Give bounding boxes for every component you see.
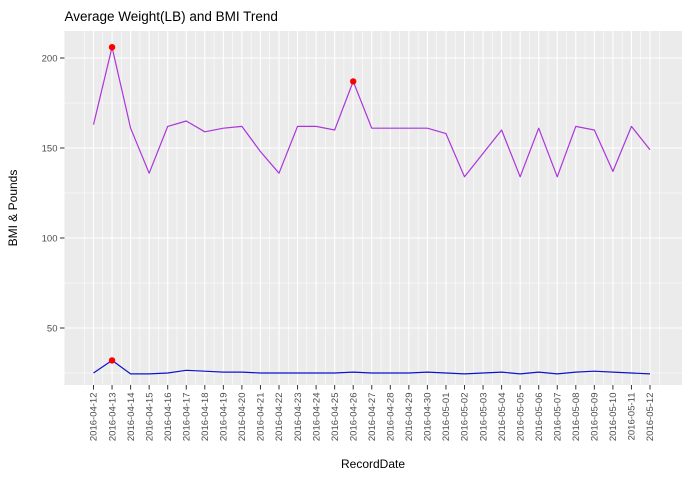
- highlight-point: [108, 357, 116, 364]
- x-tick-label: 2016-05-04: [497, 393, 508, 442]
- plot-panel: [64, 31, 682, 385]
- highlight-point: [108, 44, 116, 51]
- x-tick-label: 2016-04-25: [330, 393, 341, 442]
- x-tick-label: 2016-04-27: [367, 393, 378, 442]
- x-tick-label: 2016-05-06: [534, 393, 545, 442]
- data-series-layer: [92, 44, 651, 375]
- y-tick-label: 100: [42, 233, 58, 244]
- x-tick-label: 2016-05-03: [478, 393, 489, 442]
- y-tick-label: 150: [42, 143, 58, 154]
- x-tick-label: 2016-04-21: [256, 393, 267, 442]
- x-tick-label: 2016-04-16: [163, 393, 174, 442]
- x-tick-label: 2016-04-26: [348, 393, 359, 442]
- chart-title: Average Weight(LB) and BMI Trend: [65, 9, 278, 24]
- x-tick-label: 2016-05-09: [590, 393, 601, 442]
- x-tick-label: 2016-04-12: [89, 393, 100, 442]
- panel-background: [64, 31, 682, 385]
- series-line-bmi: [93, 359, 651, 375]
- x-tick-label: 2016-04-28: [386, 393, 397, 442]
- x-tick-label: 2016-04-30: [423, 393, 434, 442]
- x-tick-label: 2016-04-15: [144, 393, 155, 442]
- x-tick-label: 2016-04-18: [200, 393, 211, 442]
- x-tick-label: 2016-05-11: [627, 393, 638, 441]
- x-tick-label: 2016-04-29: [404, 393, 415, 442]
- x-tick-label: 2016-05-10: [608, 393, 619, 442]
- y-tick-label: 50: [47, 323, 58, 334]
- x-tick-label: 2016-05-12: [645, 393, 656, 442]
- x-tick-label: 2016-04-19: [219, 393, 230, 442]
- x-tick-label: 2016-04-22: [274, 393, 285, 442]
- x-tick-label: 2016-04-13: [107, 393, 118, 442]
- highlight-point: [350, 78, 357, 85]
- x-tick-label: 2016-05-08: [571, 393, 582, 442]
- x-tick-label: 2016-04-14: [126, 393, 137, 442]
- y-tick-label: 200: [42, 53, 58, 64]
- x-tick-label: 2016-04-17: [181, 393, 192, 442]
- x-tick-label: 2016-04-24: [311, 393, 322, 442]
- x-tick-label: 2016-05-05: [515, 393, 526, 442]
- y-axis-title: BMI & Pounds: [6, 170, 20, 247]
- x-tick-label: 2016-04-23: [293, 393, 304, 442]
- axis-layer: 2016-04-12 2016-04-13 2016-04-14 2016-04-15…: [42, 53, 657, 441]
- x-tick-label: 2016-05-01: [441, 393, 452, 442]
- x-tick-label: 2016-04-20: [237, 393, 248, 442]
- x-axis-title: RecordDate: [341, 457, 405, 471]
- x-tick-label: 2016-05-07: [552, 393, 563, 442]
- x-tick-label: 2016-05-02: [460, 393, 471, 442]
- series-line-weight: [92, 46, 651, 178]
